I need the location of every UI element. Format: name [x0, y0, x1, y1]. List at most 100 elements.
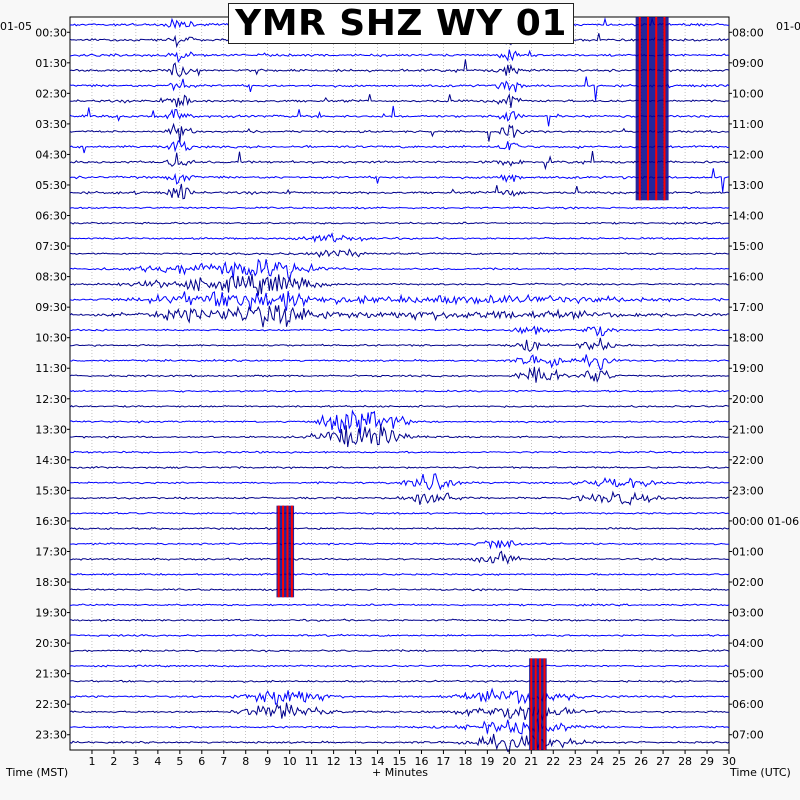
- left-time-label: 06:30: [35, 210, 67, 223]
- right-time-label: 11:00: [732, 118, 764, 131]
- x-tick-label-3: 3: [132, 755, 139, 768]
- trace-row-31: [69, 490, 730, 506]
- x-tick-label-30: 30: [722, 755, 736, 768]
- trace-row-18: [69, 290, 730, 312]
- trace-row-32: [69, 511, 730, 516]
- x-tick-label-14: 14: [371, 755, 385, 768]
- left-time-label: 22:30: [35, 698, 67, 711]
- right-time-label: 09:00: [732, 57, 764, 70]
- x-tick-label-12: 12: [327, 755, 341, 768]
- trace-row-15: [69, 248, 730, 258]
- x-tick-label-5: 5: [176, 755, 183, 768]
- right-time-label: 19:00: [732, 362, 764, 375]
- left-time-label: 20:30: [35, 637, 67, 650]
- x-tick-label-11: 11: [305, 755, 319, 768]
- left-time-label: 12:30: [35, 393, 67, 406]
- trace-row-26: [69, 409, 730, 435]
- left-time-label: 18:30: [35, 576, 67, 589]
- right-time-label: 12:00: [732, 148, 764, 161]
- trace-row-14: [69, 232, 730, 244]
- left-date-label: 01-05: [0, 20, 32, 33]
- clipped-events: [276, 17, 669, 750]
- left-time-label: 21:30: [35, 668, 67, 681]
- x-tick-label-18: 18: [458, 755, 472, 768]
- right-time-label: 02:00: [732, 576, 764, 589]
- trace-row-22: [69, 354, 730, 371]
- right-time-label: 10:00: [732, 87, 764, 100]
- x-tick-label-29: 29: [700, 755, 714, 768]
- title-box: YMR SHZ WY 01: [228, 3, 574, 44]
- trace-row-19: [69, 305, 730, 328]
- chart-title: YMR SHZ WY 01: [235, 3, 567, 44]
- right-time-label: 06:00: [732, 698, 764, 711]
- trace-row-42: [69, 664, 730, 668]
- left-time-label: 08:30: [35, 271, 67, 284]
- left-time-labels: 00:30 01:30 02:30 03:30 04:30 05:30 06:30 07:30…: [35, 26, 70, 742]
- left-time-label: 00:30: [35, 26, 67, 39]
- trace-row-2: [69, 49, 730, 63]
- trace-row-29: [69, 466, 729, 470]
- trace-row-36: [70, 572, 730, 576]
- minute-gridlines: [91, 17, 708, 750]
- trace-row-39: [69, 618, 730, 622]
- right-time-label: 23:00: [732, 484, 764, 497]
- trace-row-43: [69, 679, 730, 683]
- trace-row-12: [69, 206, 730, 210]
- left-time-label: 11:30: [35, 362, 67, 375]
- right-time-label: 15:00: [732, 240, 764, 253]
- x-tick-label-25: 25: [612, 755, 626, 768]
- trace-row-38: [69, 603, 730, 607]
- event-envelope-2: [635, 17, 669, 201]
- trace-row-25: [69, 404, 730, 409]
- right-time-label: 16:00: [732, 271, 764, 284]
- left-time-label: 19:30: [35, 607, 67, 620]
- left-time-label: 15:30: [35, 484, 67, 497]
- right-time-label: 18:00: [732, 332, 764, 345]
- x-tick-label-28: 28: [678, 755, 692, 768]
- x-tick-label-4: 4: [154, 755, 161, 768]
- x-tick-label-10: 10: [283, 755, 297, 768]
- left-time-label: 23:30: [35, 729, 67, 742]
- right-time-label: 01:00: [732, 545, 764, 558]
- x-tick-label-15: 15: [393, 755, 407, 768]
- right-date-label: 01-0: [776, 20, 800, 33]
- right-time-label: 20:00: [732, 393, 764, 406]
- trace-row-16: [69, 258, 730, 282]
- trace-row-20: [69, 325, 730, 337]
- left-time-label: 16:30: [35, 515, 67, 528]
- x-tick-label-23: 23: [568, 755, 582, 768]
- trace-row-34: [70, 539, 730, 550]
- right-time-labels: 08:00 09:00 10:00 11:00 12:00 13:00 14:00 15:00…: [729, 26, 799, 742]
- trace-row-28: [69, 450, 730, 454]
- right-time-label: 13:00: [732, 179, 764, 192]
- x-tick-label-22: 22: [546, 755, 560, 768]
- trace-row-11: [69, 183, 730, 200]
- trace-row-30: [70, 473, 730, 491]
- trace-row-47: [69, 733, 730, 753]
- trace-row-33: [69, 526, 730, 531]
- x-tick-label-9: 9: [264, 755, 271, 768]
- x-tick-label-6: 6: [198, 755, 205, 768]
- left-axis-label: Time (MST): [6, 766, 69, 779]
- left-time-label: 01:30: [35, 57, 67, 70]
- trace-row-45: [69, 702, 729, 722]
- trace-row-9: [69, 151, 730, 171]
- x-tick-label-16: 16: [414, 755, 428, 768]
- left-time-label: 03:30: [35, 118, 67, 131]
- left-time-label: 13:30: [35, 423, 67, 436]
- left-time-label: 04:30: [35, 148, 67, 161]
- trace-row-5: [69, 93, 730, 108]
- trace-row-6: [69, 105, 730, 127]
- x-tick-label-20: 20: [502, 755, 516, 768]
- x-tick-label-26: 26: [634, 755, 648, 768]
- trace-row-8: [69, 139, 730, 154]
- trace-row-4: [69, 76, 730, 101]
- left-time-label: 02:30: [35, 87, 67, 100]
- trace-row-41: [69, 649, 730, 653]
- right-time-label: 21:00: [732, 423, 764, 436]
- right-time-label: 05:00: [732, 668, 764, 681]
- x-tick-label-21: 21: [524, 755, 538, 768]
- trace-row-3: [69, 59, 730, 78]
- left-time-label: 05:30: [35, 179, 67, 192]
- x-tick-label-8: 8: [242, 755, 249, 768]
